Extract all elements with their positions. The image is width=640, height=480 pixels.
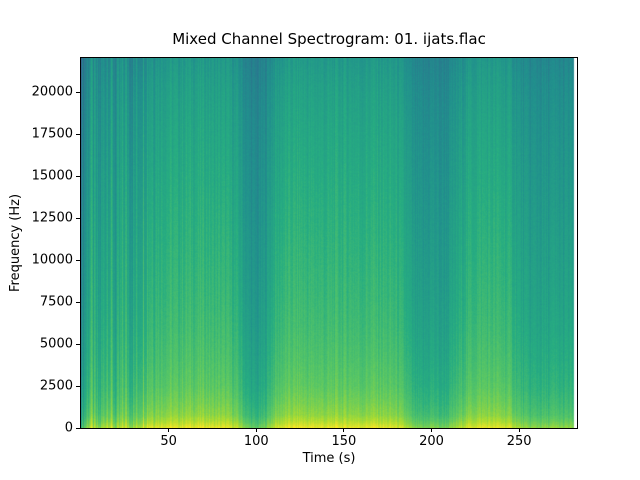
y-tick-label: 10000 (31, 252, 73, 268)
y-tick (76, 133, 80, 135)
x-tick (431, 428, 433, 432)
y-tick (76, 343, 80, 345)
x-tick-label: 50 (160, 434, 177, 449)
y-tick-label: 15000 (31, 168, 73, 184)
y-tick (76, 385, 80, 387)
y-tick-label: 12500 (31, 210, 73, 226)
y-tick-label: 17500 (31, 126, 73, 142)
x-tick (518, 428, 520, 432)
x-tick-label: 250 (506, 434, 532, 449)
y-tick (76, 175, 80, 177)
x-tick (168, 428, 170, 432)
x-tick-label: 100 (243, 434, 269, 449)
y-tick (76, 259, 80, 261)
y-tick (76, 91, 80, 93)
y-tick-label: 2500 (39, 378, 73, 394)
y-tick-label: 7500 (39, 294, 73, 310)
x-tick-label: 200 (419, 434, 444, 449)
chart-title: Mixed Channel Spectrogram: 01. ijats.fla… (172, 30, 486, 48)
y-axis-label: Frequency (Hz) (8, 193, 23, 293)
x-tick-label: 150 (331, 434, 357, 449)
x-axis-label: Time (s) (302, 451, 356, 466)
x-tick (255, 428, 257, 432)
y-tick (76, 301, 80, 303)
y-tick (76, 427, 80, 429)
y-tick-label: 5000 (39, 336, 73, 352)
plot-area: 50 100 150 200 250 0 2500 5000 7500 10000 12500 15… (32, 57, 578, 449)
y-tick (76, 217, 80, 219)
spectrogram-canvas (81, 58, 577, 428)
y-tick-label: 0 (64, 420, 73, 436)
x-tick (343, 428, 345, 432)
y-tick-label: 20000 (31, 84, 73, 100)
